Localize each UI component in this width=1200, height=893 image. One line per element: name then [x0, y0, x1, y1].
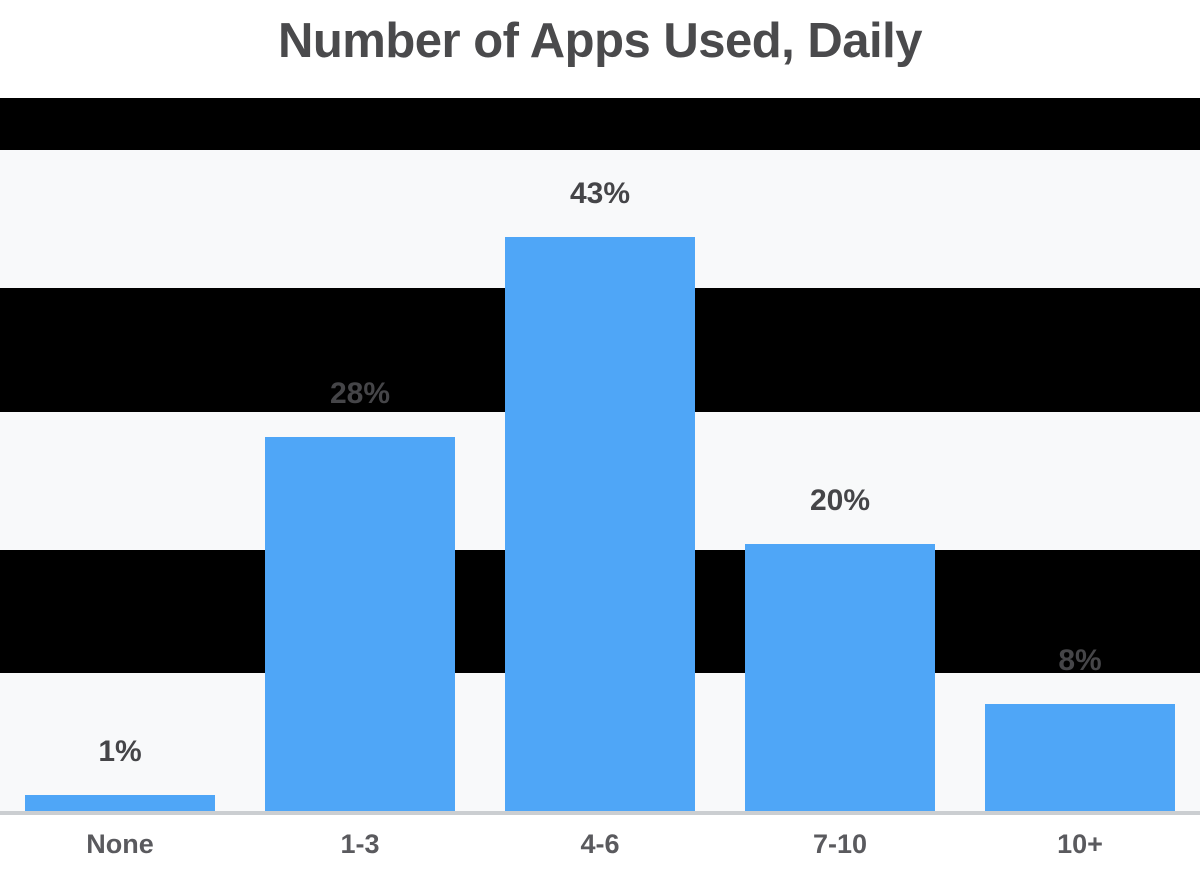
value-label: 43%: [569, 177, 631, 210]
plot-area: 1% 28% 43% 20% 8%: [0, 98, 1200, 811]
bar-column: 43%: [480, 98, 720, 811]
x-axis-label: 10+: [1057, 829, 1103, 859]
bar-column: 20%: [720, 98, 960, 811]
bar-column: 28%: [240, 98, 480, 811]
bar: [265, 437, 455, 811]
bar: [505, 237, 695, 811]
bar-column: 1%: [0, 98, 240, 811]
chart-title: Number of Apps Used, Daily: [277, 14, 923, 68]
x-axis-label: 7-10: [812, 829, 868, 859]
bar: [745, 544, 935, 811]
value-label: 1%: [98, 735, 142, 768]
bar: [25, 795, 215, 811]
x-axis: None 1-3 4-6 7-10 10+: [0, 828, 1200, 860]
bar-column: 8%: [960, 98, 1200, 811]
x-axis-label: 4-6: [580, 829, 620, 859]
x-axis-label: None: [86, 829, 154, 859]
x-axis-label: 1-3: [340, 829, 380, 859]
bar-columns: 1% 28% 43% 20% 8%: [0, 98, 1200, 811]
value-label: 20%: [809, 484, 871, 517]
value-label: 8%: [1058, 644, 1102, 677]
baseline-rule: [0, 811, 1200, 815]
value-label: 28%: [329, 377, 391, 410]
bar: [985, 704, 1175, 811]
